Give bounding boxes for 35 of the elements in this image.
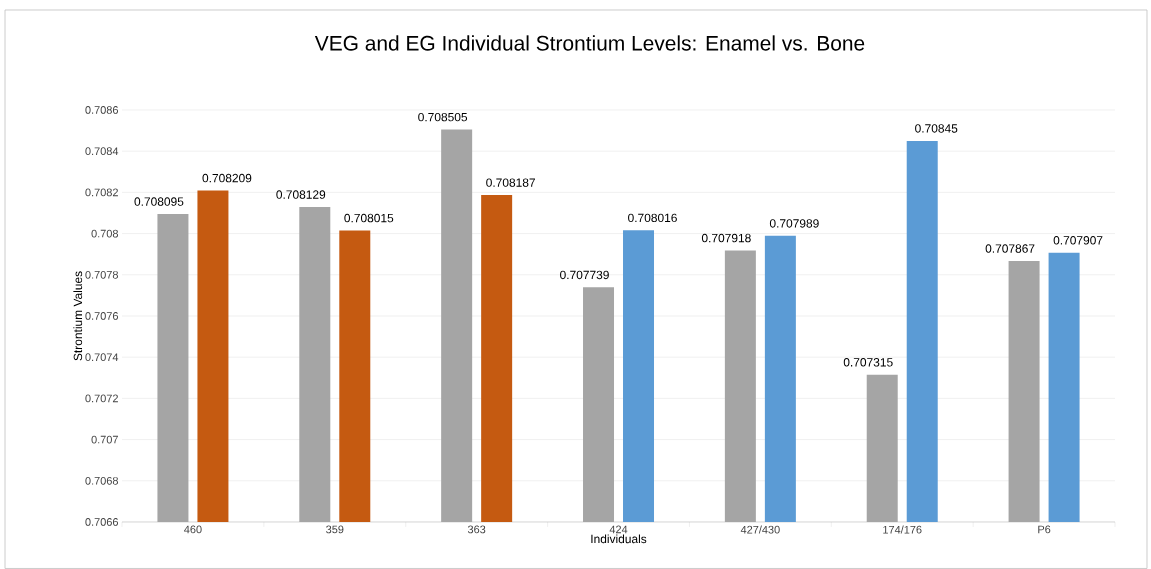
data-label: 0.707989	[769, 219, 819, 228]
chart-title: VEG and EG Individual Strontium Levels: Enamel vs. Bone	[314, 35, 865, 51]
data-label: 0.708016	[628, 213, 677, 223]
x-tick-label: 359	[326, 525, 344, 534]
data-label: 0.708209	[202, 173, 252, 183]
data-label: 0.708187	[486, 178, 535, 187]
y-tick-label: 0.7076	[85, 312, 118, 320]
y-tick-label: 0.708	[91, 229, 118, 238]
data-label: 0.708095	[134, 197, 184, 206]
data-label: 0.708015	[344, 213, 394, 223]
data-label: 0.707315	[843, 358, 893, 367]
data-label: 0.707918	[701, 233, 751, 243]
x-tick-label: P6	[1038, 525, 1051, 534]
y-tick-label: 0.7066	[85, 518, 118, 526]
y-tick-label: 0.707	[91, 435, 118, 444]
x-axis-title: Individuals	[591, 534, 647, 544]
y-tick-label: 0.7074	[85, 353, 119, 362]
data-label: 0.708505	[418, 112, 468, 122]
data-label: 0.707867	[985, 244, 1035, 253]
y-tick-label: 0.7082	[85, 188, 118, 197]
y-tick-label: 0.7084	[85, 147, 119, 156]
x-tick-label: 427/430	[740, 525, 780, 534]
y-tick-label: 0.7086	[85, 106, 118, 114]
y-tick-label: 0.7078	[85, 270, 118, 279]
data-label: 0.707739	[560, 270, 609, 280]
data-label: 0.708129	[276, 190, 326, 199]
data-label: 0.707907	[1053, 236, 1103, 245]
x-tick-label: 424	[609, 525, 628, 534]
x-tick-label: 363	[467, 525, 486, 534]
data-label: 0.70845	[915, 124, 958, 133]
y-tick-label: 0.7068	[85, 476, 118, 485]
y-tick-label: 0.7072	[85, 394, 118, 403]
x-tick-label: 174/176	[883, 525, 922, 534]
y-axis-title: Strontium Values	[73, 271, 83, 361]
x-tick-label: 460	[184, 525, 202, 534]
